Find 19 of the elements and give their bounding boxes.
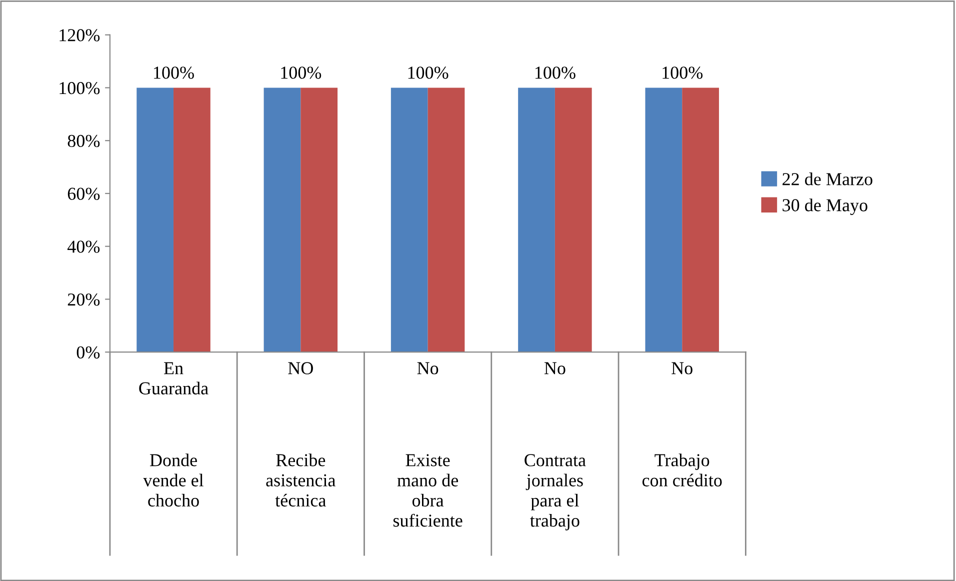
category-label: NO Recibe asistencia técnica: [266, 362, 336, 507]
category-label: En Guaranda Donde vende el chocho: [139, 362, 208, 507]
category-label: No Contrata jornales para el trabajo: [524, 362, 586, 530]
category-label: No Trabajo con crédito: [642, 362, 722, 486]
y-tick-label: 60%: [68, 188, 100, 200]
y-tick-label: 40%: [67, 240, 100, 253]
y-tick-label: 100%: [60, 82, 100, 94]
data-label: 100%: [408, 66, 448, 79]
y-tick-label: 0%: [76, 346, 100, 359]
data-label: 100%: [281, 66, 322, 79]
y-tick-label: 120%: [60, 29, 100, 42]
category-label: No Existe mano de obra suficiente: [393, 362, 462, 527]
legend-label: 22 de Marzo: [782, 172, 872, 186]
data-label: 100%: [535, 66, 576, 79]
y-tick-label: 20%: [68, 293, 100, 306]
y-tick-label: 80%: [68, 134, 100, 148]
data-label: 100%: [662, 66, 703, 79]
data-label: 100%: [154, 66, 194, 79]
legend-label: 30 de Mayo: [782, 198, 868, 216]
